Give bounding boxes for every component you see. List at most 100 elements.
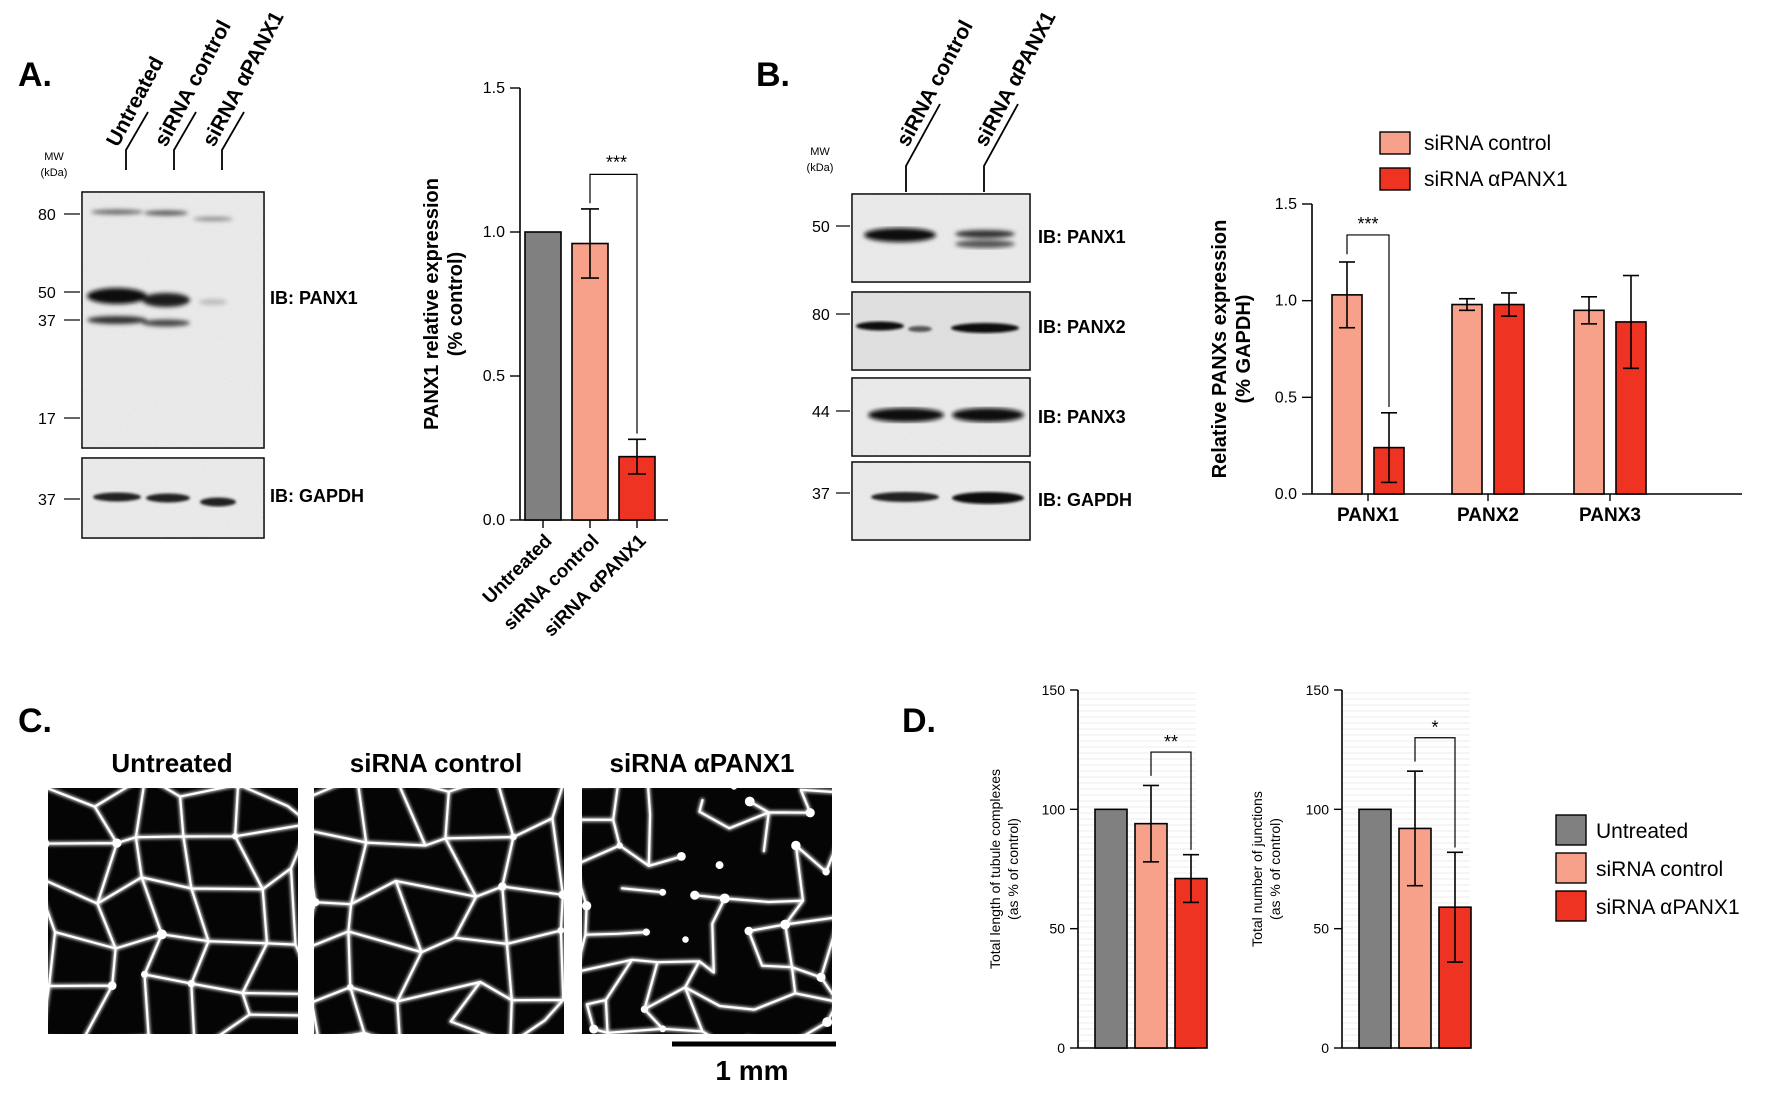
mw-header-a: MW [44, 151, 64, 163]
junction-node [558, 890, 564, 900]
ib-gapdh-b: IB: GAPDH [1038, 490, 1132, 510]
micrograph-background [582, 788, 832, 1034]
junction-node [190, 1048, 199, 1057]
y-tick-label: 1.0 [483, 224, 505, 241]
significance-bracket [1414, 737, 1456, 848]
junction-node [299, 826, 306, 833]
significance-label: *** [1357, 214, 1378, 234]
mw-80: 80 [38, 207, 56, 224]
bar-panx2-sirna-control [1451, 303, 1483, 495]
legend-d-sirna-apanx1: siRNA αPANX1 [1596, 896, 1740, 919]
y-tick-label: 1.0 [1275, 293, 1297, 310]
legend-d: Untreated siRNA control siRNA αPANX1 [1555, 814, 1740, 922]
y-axis-label-line-2: (as % of control) [1267, 818, 1283, 920]
y-tick-label: 100 [1042, 801, 1066, 817]
mw-b-50: 50 [812, 219, 830, 236]
junction-node [805, 808, 815, 818]
y-axis-label-line-2: (as % of control) [1005, 818, 1021, 920]
y-axis-label-unit: (% control) [445, 252, 467, 356]
significance-label: *** [606, 152, 627, 172]
micrograph-sirna-apanx1 [582, 788, 842, 1034]
junction-node [744, 926, 753, 936]
panel-b-lane-labels: siRNA control siRNA αPANX1 [892, 7, 1061, 192]
junction-node [682, 936, 689, 943]
junction-node [642, 928, 650, 936]
junction-node [347, 983, 354, 991]
image-title-sirna-apanx1: siRNA αPANX1 [609, 748, 794, 778]
ib-gapdh-a: IB: GAPDH [270, 486, 364, 506]
junction-node [314, 898, 320, 907]
legend-d-sirna-control: siRNA control [1596, 858, 1723, 881]
junction-node [731, 788, 737, 790]
junction-node [744, 796, 755, 807]
panel-b-blots [851, 193, 1031, 541]
junction-node [836, 914, 842, 920]
chart-panxs-expression: 0.0 0.5 1.0 1.5 PANX1 PANX2 PANX3 *** Relative P… [1209, 131, 1742, 526]
junction-node [676, 851, 686, 861]
y-tick-label: 0.0 [483, 512, 505, 529]
junction-node [822, 1017, 832, 1028]
junction-node [835, 999, 841, 1005]
lane-label-b-sirna-control: siRNA control [892, 17, 978, 151]
ib-panx2-b: IB: PANX2 [1038, 317, 1126, 337]
significance-bracket [1346, 234, 1390, 407]
tubule-paths [582, 788, 832, 1034]
y-tick-label: 150 [1306, 682, 1330, 698]
mw-37-gapdh: 37 [38, 492, 56, 509]
panel-b-letter: B. [756, 56, 790, 94]
junction-node [822, 868, 830, 876]
bar-panx3-sirna-control [1573, 309, 1605, 495]
junction-node [141, 970, 149, 978]
bar-sirna-control [571, 242, 609, 521]
bar-untreated [524, 231, 562, 521]
junction-node [659, 1025, 667, 1033]
junction-node [107, 981, 117, 990]
junction-node [690, 890, 700, 900]
y-axis-label: Relative PANXs expression [1209, 220, 1231, 479]
scale-bar-label: 1 mm [715, 1055, 788, 1086]
junction-node [715, 861, 724, 870]
mw-header-a-unit: (kDa) [41, 167, 68, 179]
ib-panx1-b: IB: PANX1 [1038, 227, 1126, 247]
junction-node [305, 819, 314, 828]
junction-node [498, 882, 507, 891]
tubule-network [48, 788, 314, 1057]
y-tick-label: 1.5 [1275, 196, 1297, 213]
panel-a-letter: A. [18, 56, 52, 94]
panel-d-letter: D. [902, 702, 936, 740]
y-tick-label: 0.5 [1275, 389, 1297, 406]
lane-label-b-sirna-apanx1: siRNA αPANX1 [970, 7, 1061, 150]
legend-d-untreated: Untreated [1596, 820, 1688, 843]
legend-d-swatch-sirna-control [1555, 852, 1587, 884]
junction-node [659, 888, 667, 896]
y-axis-label-unit: (% GAPDH) [1233, 295, 1255, 404]
mw-b-37: 37 [812, 486, 830, 503]
panel-a-blot-panx1 [81, 191, 265, 449]
significance-label: ** [1164, 732, 1178, 752]
junction-node [816, 972, 826, 982]
chart-tubule-length: 0 50 100 150 ** Total length of tubule comple… [987, 682, 1208, 1056]
junction-node [791, 840, 801, 851]
micrograph-background [48, 788, 298, 1034]
mw-header-b: MW [810, 146, 830, 158]
panel-a-mw-labels: 80 50 37 17 37 [38, 207, 80, 509]
y-axis-label-line-1: Total length of tubule complexes [987, 769, 1003, 969]
significance-bracket [589, 173, 638, 434]
junction-node [582, 901, 592, 911]
y-axis-label: PANX1 relative expression [421, 178, 443, 430]
mw-header-b-unit: (kDa) [807, 162, 834, 174]
junction-node [557, 927, 564, 934]
y-tick-label: 0 [1321, 1040, 1329, 1056]
panel-a-blot-gapdh [81, 457, 265, 539]
significance-label: * [1431, 718, 1438, 738]
legend-swatch-sirna-control [1379, 131, 1411, 155]
mw-50: 50 [38, 285, 56, 302]
legend-label-sirna-apanx1: siRNA αPANX1 [1424, 168, 1568, 191]
y-tick-label: 50 [1313, 921, 1329, 937]
micrograph-sirna-control [299, 788, 564, 1034]
y-tick-label: 100 [1306, 801, 1330, 817]
panel-b-mw-labels: 50 80 44 37 [812, 219, 850, 503]
y-tick-label: 0 [1057, 1040, 1065, 1056]
